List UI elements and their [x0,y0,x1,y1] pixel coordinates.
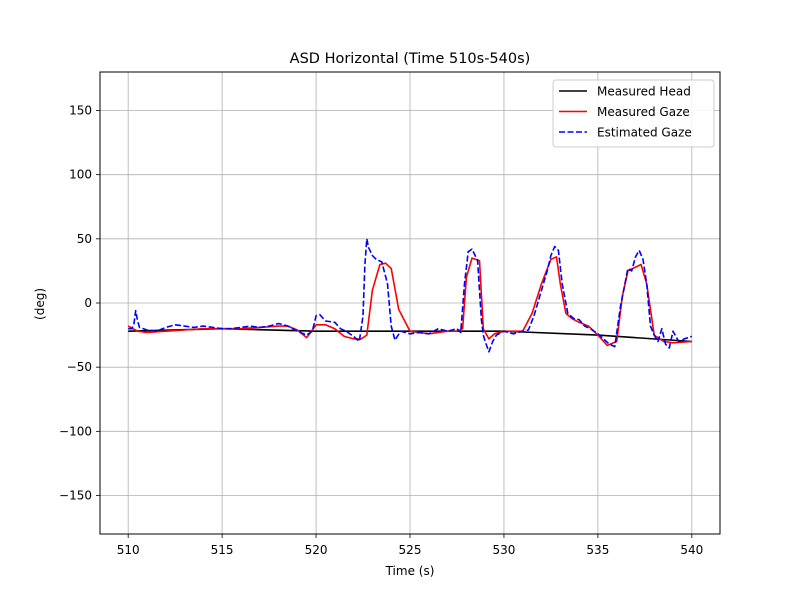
legend-label: Measured Gaze [597,105,690,119]
legend-label: Estimated Gaze [597,126,692,140]
legend-box [552,79,715,148]
series-estimated-gaze-line [128,238,693,353]
y-tick-label: 0 [84,296,92,310]
y-tick-label: −100 [59,424,92,438]
x-tick-label: 510 [117,543,140,557]
y-tick-label: 150 [69,104,92,118]
y-axis-label: (deg) [33,288,47,320]
y-tick-label: −150 [59,489,92,503]
legend-label: Measured Head [597,85,691,99]
x-tick-label: 520 [305,543,328,557]
x-tick-label: 540 [680,543,703,557]
x-tick-label: 525 [399,543,422,557]
x-axis-label: Time (s) [385,564,435,578]
x-tick-label: 535 [586,543,609,557]
y-tick-label: 50 [77,232,92,246]
series-measured-gaze-line [127,256,692,347]
series-layer [127,238,693,353]
x-tick-label: 515 [211,543,234,557]
y-tick-label: 100 [69,168,92,182]
chart-title: ASD Horizontal (Time 510s-540s) [290,51,531,67]
y-tick-label: −50 [67,360,92,374]
x-tick-label: 530 [492,543,515,557]
axis-ticks: 510 515 520 525 530 535 540 −150 −100 −50 0 50 100 15… [59,104,703,558]
legend: Measured Head Measured Gaze Estimated Gaze [552,79,715,148]
